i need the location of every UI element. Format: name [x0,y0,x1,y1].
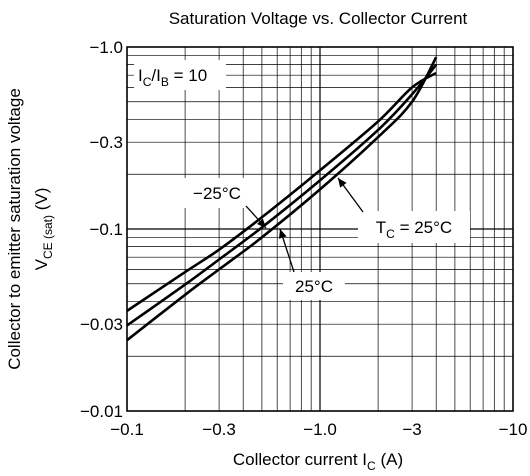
annotation-label: −25°C [193,184,241,203]
annotation-2: TC = 25°C [337,177,470,243]
annotation-arrowhead [256,218,266,228]
y-tick-label: −0.1 [89,220,123,239]
x-tick-label: −10 [499,420,528,439]
annotation-0: −25°C [175,178,267,229]
y-tick-label: −0.01 [80,402,123,421]
x-tick-label: −0.1 [110,420,144,439]
annotation-label: TC = 25°C [376,218,452,241]
annotations: −25°C 25°C TC = 25°C IC/IB = 10 [134,60,470,300]
y-axis-label: Collector to emitter saturation voltage … [5,88,55,370]
y-tick-label: −1.0 [89,38,123,57]
y-tick-label: −0.03 [80,315,123,334]
condition-bg [134,60,226,90]
series-line-0 [126,56,438,342]
annotation-1: 25°C [278,228,345,300]
annotation-bg [175,178,259,208]
y-tick-label: −0.3 [89,133,123,152]
annotation-arrowhead [338,178,347,188]
x-tick-label: −1.0 [303,420,337,439]
x-tick-label: −0.3 [202,420,236,439]
condition-label: IC/IB = 10 [134,60,226,90]
condition-text: IC/IB = 10 [138,66,207,89]
y-axis-label-line2: VCE (sat) (V) [32,188,55,271]
chart-title: Saturation Voltage vs. Collector Current [169,9,468,28]
annotation-arrowhead [278,229,287,239]
annotation-bg [358,211,470,243]
series-line-1 [126,63,438,327]
x-tick-label: −3 [402,420,421,439]
annotation-bg [283,272,345,300]
plot-frame [126,46,514,412]
tick-labels: −0.1 −0.3 −1.0 −3 −10 −1.0 −0.3 −0.1 −0.03 −0.01 [80,38,527,439]
x-axis-label: Collector current IC (A) [233,450,403,473]
series-lines [126,56,438,342]
y-axis-label-line1: Collector to emitter saturation voltage [5,88,24,370]
series-line-2 [126,71,437,312]
annotation-label: 25°C [295,277,333,296]
